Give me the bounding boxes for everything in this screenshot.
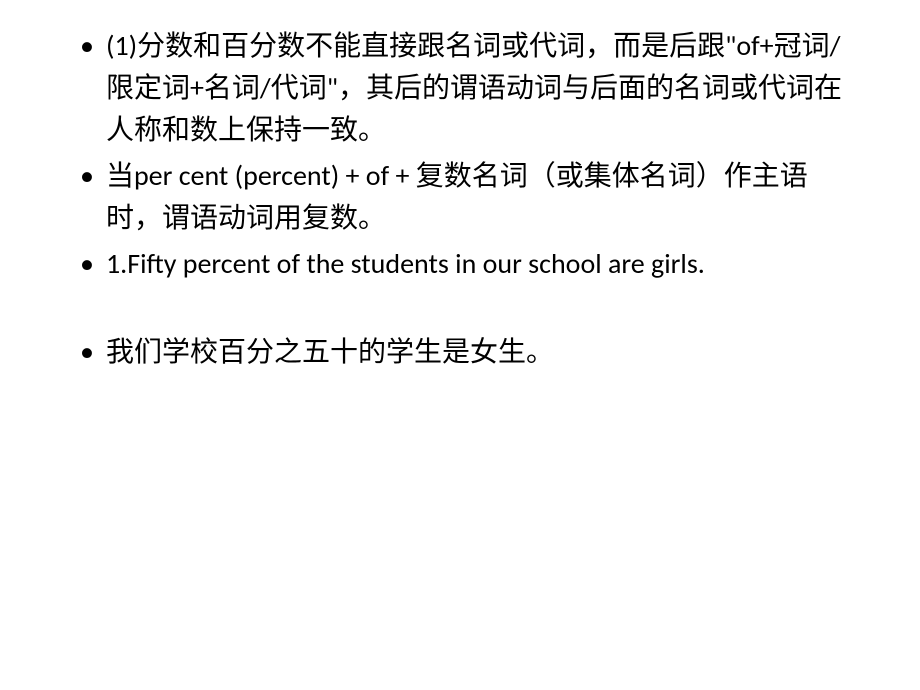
bullet-marker-icon: • (80, 25, 94, 67)
bullet-marker-icon: • (80, 155, 94, 197)
spacer (80, 289, 860, 331)
slide-content: • (1)分数和百分数不能直接跟名词或代词，而是后跟"of+冠词/限定词+名词/… (80, 25, 860, 665)
bullet-text: 当per cent (percent) + of + 复数名词（或集体名词）作主… (106, 155, 860, 239)
bullet-marker-icon: • (80, 243, 94, 285)
bullet-text: (1)分数和百分数不能直接跟名词或代词，而是后跟"of+冠词/限定词+名词/代词… (106, 25, 860, 151)
bullet-item: • 我们学校百分之五十的学生是女生。 (80, 331, 860, 373)
bullet-item: • 当per cent (percent) + of + 复数名词（或集体名词）… (80, 155, 860, 239)
bullet-text: 我们学校百分之五十的学生是女生。 (106, 331, 554, 373)
bullet-item: • (1)分数和百分数不能直接跟名词或代词，而是后跟"of+冠词/限定词+名词/… (80, 25, 860, 151)
bullet-item: • 1.Fifty percent of the students in our… (80, 243, 860, 285)
bullet-text: 1.Fifty percent of the students in our s… (106, 243, 705, 285)
bullet-marker-icon: • (80, 331, 94, 373)
